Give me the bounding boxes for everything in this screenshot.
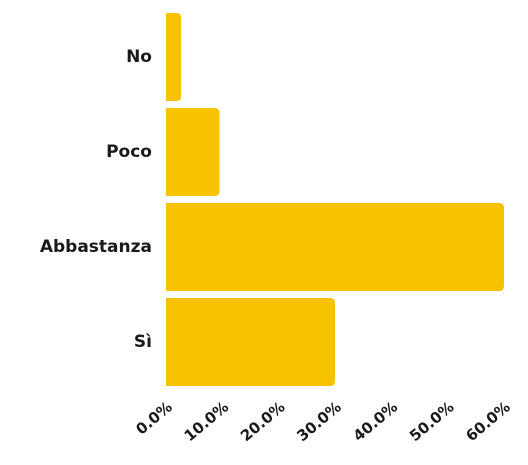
bar-si: [166, 298, 335, 386]
x-tick-label-1: 10.0%: [181, 398, 232, 445]
x-tick-label-5: 50.0%: [406, 398, 457, 445]
bar-abbastanza: [166, 203, 504, 291]
bars-layer: [166, 13, 504, 386]
x-tick-label-0: 0.0%: [132, 398, 175, 439]
x-tick-label-4: 40.0%: [350, 398, 401, 445]
bar-no: [166, 13, 182, 101]
category-label-abbastanza: Abbastanza: [40, 237, 152, 257]
x-tick-label-2: 20.0%: [237, 398, 288, 445]
x-tick-label-6: 60.0%: [462, 398, 513, 445]
category-label-si: Sì: [134, 332, 152, 352]
category-labels: No Poco Abbastanza Sì: [40, 47, 152, 352]
bar-poco: [166, 108, 220, 196]
x-tick-labels: 0.0% 10.0% 20.0% 30.0% 40.0% 50.0% 60.0%: [132, 398, 513, 445]
category-label-poco: Poco: [106, 142, 152, 162]
x-tick-label-3: 30.0%: [293, 398, 344, 445]
category-label-no: No: [126, 47, 152, 67]
